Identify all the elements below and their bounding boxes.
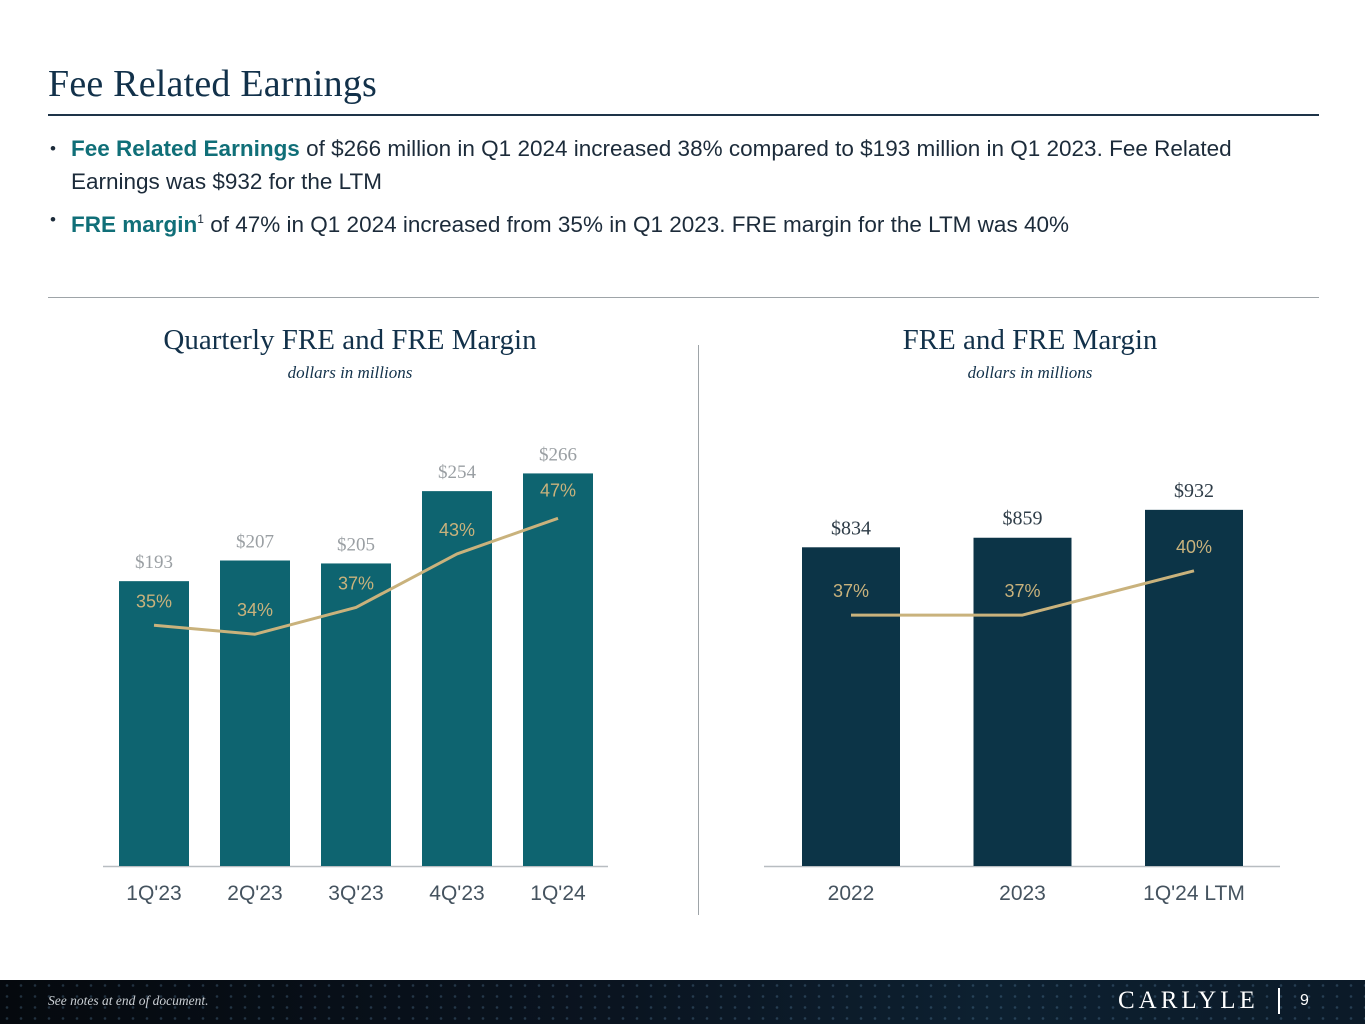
bullet-margin-highlight: FRE margin [71, 212, 198, 237]
quarterly-margin-label-2: 37% [338, 573, 374, 593]
quarterly-margin-line [153, 516, 559, 636]
quarterly-category-label-4: 1Q'24 [530, 882, 586, 905]
quarterly-bar-value-3: $254 [438, 462, 477, 483]
quarterly-bar-value-1: $207 [236, 531, 274, 552]
quarterly-chart-subtitle: dollars in millions [287, 363, 413, 382]
annual-category-label-0: 2022 [828, 882, 875, 905]
annual-category-label-2: 1Q'24 LTM [1143, 882, 1245, 905]
bullet-fre-text: of $266 million in Q1 2024 increased 38%… [71, 136, 1232, 194]
annual-margin-label-0: 37% [833, 581, 869, 601]
annual-bar-1 [973, 537, 1072, 866]
title-divider [48, 114, 1319, 116]
chart-divider [698, 345, 699, 915]
page-number: 9 [1300, 992, 1309, 1009]
quarterly-margin-label-4: 47% [540, 480, 576, 500]
quarterly-chart-title: Quarterly FRE and FRE Margin [163, 324, 537, 356]
quarterly-bar-4 [523, 473, 593, 866]
quarterly-category-label-0: 1Q'23 [126, 882, 181, 905]
annual-bar-value-1: $859 [1003, 508, 1043, 530]
bullet-fre: Fee Related Earnings of $266 million in … [48, 132, 1313, 198]
footer-note: See notes at end of document. [48, 993, 209, 1008]
annual-bar-2 [1145, 509, 1243, 866]
footer-texture [0, 980, 1365, 1024]
quarterly-bar-value-0: $193 [135, 552, 173, 573]
annual-margin-label-1: 37% [1004, 581, 1040, 601]
quarterly-category-label-2: 3Q'23 [328, 882, 383, 905]
summary-bullets: Fee Related Earnings of $266 million in … [48, 132, 1313, 246]
footer-bar: See notes at end of document. CARLYLE 9 [0, 980, 1365, 1024]
page-title: Fee Related Earnings [48, 63, 378, 105]
bullet-fre-highlight: Fee Related Earnings [71, 136, 300, 161]
footnote-marker: 1 [197, 212, 204, 226]
annual-bar-value-2: $932 [1174, 480, 1214, 502]
section-divider [48, 297, 1319, 298]
bullet-margin: FRE margin1 of 47% in Q1 2024 increased … [48, 203, 1313, 241]
annual-bar-0 [802, 547, 900, 866]
annual-margin-label-2: 40% [1176, 537, 1212, 557]
bullet-margin-text: of 47% in Q1 2024 increased from 35% in … [203, 212, 1069, 237]
annual-margin-line [851, 569, 1195, 617]
quarterly-bar-value-2: $205 [337, 534, 375, 555]
quarterly-category-label-3: 4Q'23 [429, 882, 484, 905]
quarterly-margin-label-1: 34% [237, 600, 273, 620]
annual-chart-subtitle: dollars in millions [967, 363, 1093, 382]
quarterly-margin-label-3: 43% [439, 520, 475, 540]
carlyle-logo: CARLYLE [1118, 987, 1259, 1014]
quarterly-category-label-1: 2Q'23 [227, 882, 282, 905]
quarterly-margin-label-0: 35% [136, 591, 172, 611]
quarterly-bar-1 [220, 560, 290, 866]
annual-chart-title: FRE and FRE Margin [902, 324, 1158, 356]
logo-separator [1278, 988, 1280, 1014]
annual-category-label-1: 2023 [999, 882, 1046, 905]
annual-bar-value-0: $834 [831, 517, 871, 539]
quarterly-bar-value-4: $266 [539, 444, 577, 465]
